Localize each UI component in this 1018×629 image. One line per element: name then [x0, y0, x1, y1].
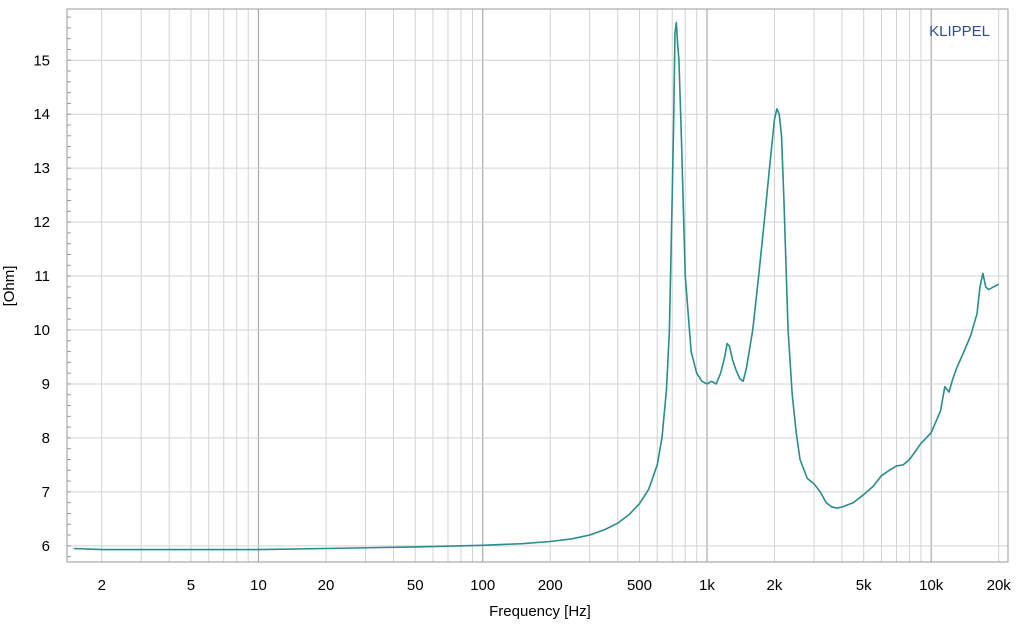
- y-axis-title: [Ohm]: [1, 266, 18, 307]
- y-minor-ticks: [67, 16, 71, 558]
- y-tick-label: 12: [33, 214, 50, 231]
- x-tick-label: 5k: [856, 577, 872, 594]
- x-tick-label: 2k: [767, 577, 783, 594]
- x-tick-label: 50: [407, 577, 424, 594]
- x-tick-label: 200: [538, 577, 563, 594]
- x-tick-label: 5: [187, 577, 195, 594]
- y-tick-label: 10: [33, 322, 50, 339]
- y-tick-label: 11: [34, 268, 50, 285]
- x-tick-label: 10k: [919, 577, 944, 594]
- x-tick-label: 1k: [699, 577, 715, 594]
- x-tick-label: 20k: [987, 577, 1012, 594]
- y-tick-label: 8: [42, 430, 50, 447]
- x-axis-title: Frequency [Hz]: [489, 603, 591, 620]
- x-tick-label: 2: [98, 577, 106, 594]
- x-tick-labels: 2 5 10 20 50 100 200 500 1k 2k 5k 10k 20k: [98, 577, 1012, 594]
- x-tick-label: 10: [250, 577, 267, 594]
- y-tick-labels: 6 7 8 9 10 11 12 13 14 15: [33, 52, 50, 555]
- x-tick-label: 500: [627, 577, 652, 594]
- y-tick-label: 14: [33, 106, 50, 123]
- y-tick-label: 6: [42, 538, 50, 555]
- grid-lines: [67, 9, 1008, 562]
- y-tick-label: 15: [33, 52, 50, 69]
- x-tick-label: 20: [318, 577, 335, 594]
- y-tick-label: 7: [42, 484, 50, 501]
- y-tick-label: 13: [33, 160, 50, 177]
- plot-frame: [66, 8, 1009, 563]
- watermark-klippel: KLIPPEL: [929, 23, 990, 40]
- x-tick-label: 100: [470, 577, 495, 594]
- plot-background: [67, 9, 1008, 562]
- impedance-curve: [73, 21, 1000, 551]
- y-tick-label: 9: [42, 376, 50, 393]
